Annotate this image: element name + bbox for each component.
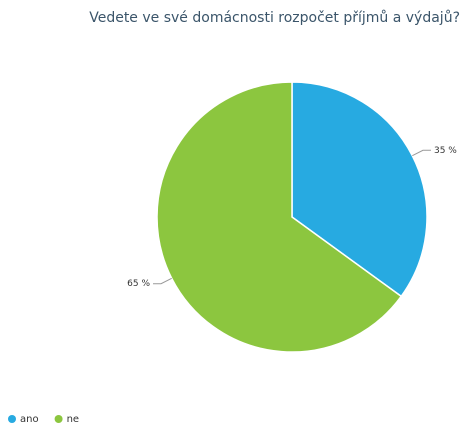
leader-line bbox=[153, 277, 172, 285]
chart-title: Vedete ve své domácnosti rozpočet příjmů… bbox=[89, 10, 460, 26]
legend-marker bbox=[54, 415, 63, 423]
legend-label: ne bbox=[67, 414, 80, 425]
pie-slice bbox=[156, 81, 403, 353]
pie-slice bbox=[291, 81, 428, 298]
legend-label: ano bbox=[20, 414, 39, 425]
data-label: 65 % bbox=[127, 279, 150, 289]
legend-marker bbox=[8, 415, 16, 423]
leader-line bbox=[412, 149, 431, 157]
data-label: 35 % bbox=[434, 146, 457, 156]
